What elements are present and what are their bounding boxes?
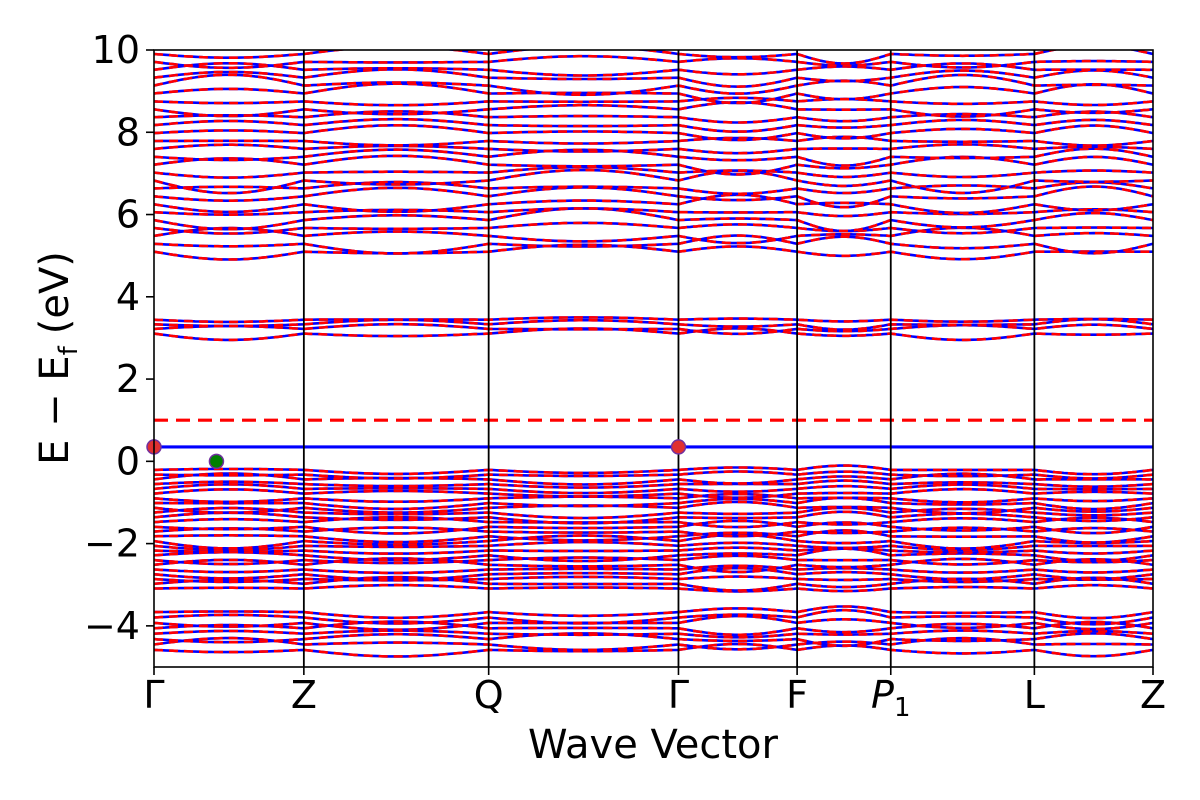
band-line-dashed — [154, 62, 1153, 77]
band-line-dashed — [154, 73, 1153, 97]
band-line-dashed — [154, 487, 1153, 499]
band-line-dashed — [154, 575, 1153, 584]
y-tick-label: −2 — [84, 522, 140, 566]
y-tick-label: 10 — [92, 28, 140, 72]
y-tick-label: 0 — [116, 439, 140, 483]
reference-lines-layer — [154, 418, 1153, 449]
band-line-dashed — [154, 547, 1153, 563]
band-line-dashed — [154, 318, 1153, 331]
band-line-dashed — [154, 510, 1153, 525]
band-line-dashed — [154, 533, 1153, 550]
y-tick-label: 2 — [116, 357, 140, 401]
y-axis-label-unit: (eV) — [32, 251, 78, 334]
band-line-dashed — [154, 82, 1153, 105]
bands-layer — [154, 50, 1153, 658]
kpoint-divider-lines — [302, 50, 1036, 667]
band-line-dashed — [154, 529, 1153, 544]
marker-layer — [146, 439, 687, 470]
band-line-dashed — [154, 464, 1153, 476]
x-tick-label: Γ — [143, 673, 164, 717]
band-line-dashed — [154, 207, 1153, 218]
band-line-dashed — [154, 96, 1153, 107]
band-line-dashed — [154, 554, 1153, 566]
band-line-dashed — [154, 68, 1153, 89]
band-line-dashed — [154, 500, 1153, 515]
band-line-dashed — [154, 605, 1153, 620]
band-line-dashed — [154, 566, 1153, 582]
band-line-dashed — [154, 608, 1153, 626]
x-tick-label: Γ — [668, 673, 689, 717]
band-line-dashed — [154, 54, 1153, 70]
y-tick-label: 4 — [116, 275, 140, 319]
band-line-dashed — [154, 614, 1153, 631]
band-line-dashed — [154, 632, 1153, 648]
y-axis-label: E − Ef (eV) — [32, 251, 84, 465]
y-axis-label-main: E − E — [32, 355, 78, 465]
band-line-dashed — [154, 165, 1153, 179]
band-line-dashed — [154, 642, 1153, 658]
y-tick-label: 6 — [116, 193, 140, 237]
band-line-dashed — [154, 135, 1153, 147]
band-line-dashed — [154, 154, 1153, 176]
band-line-dashed — [154, 546, 1153, 555]
x-axis-label: Wave Vector — [528, 722, 779, 768]
x-tick-label: F — [786, 673, 808, 717]
band-line-dashed — [154, 110, 1153, 124]
band-line-dashed — [154, 221, 1153, 235]
band-line-dashed — [154, 234, 1153, 255]
band-line-dashed — [154, 482, 1153, 495]
x-tick-label: P1 — [871, 673, 910, 723]
y-axis-ticks: −4 −2 0 2 4 6 8 10 — [84, 28, 154, 648]
plot-frame — [153, 49, 1154, 668]
band-line-dashed — [154, 540, 1153, 552]
band-edge-marker — [208, 453, 225, 470]
band-line-dashed — [154, 564, 1153, 575]
y-axis-label-sub: f — [54, 345, 84, 355]
band-line-dashed — [154, 147, 1153, 167]
y-tick-label: −4 — [84, 604, 140, 648]
band-line-dashed — [154, 322, 1153, 336]
band-line-dashed — [154, 143, 1153, 155]
band-line-dashed — [154, 629, 1153, 639]
band-line-dashed — [154, 316, 1153, 324]
x-tick-label: Q — [474, 673, 504, 717]
band-line-dashed — [154, 519, 1153, 535]
x-tick-label: Z — [1140, 673, 1166, 717]
band-line-dashed — [154, 117, 1153, 133]
band-line-dashed — [154, 492, 1153, 504]
x-tick-label: Z — [291, 673, 317, 717]
band-edge-marker — [670, 439, 687, 455]
band-line-dashed — [154, 124, 1153, 142]
x-axis-ticks: Γ Z Q Γ F P1 L Z — [143, 667, 1166, 723]
band-line-dashed — [154, 207, 1153, 233]
y-tick-label: 8 — [116, 110, 140, 154]
band-line-dashed — [154, 479, 1153, 489]
band-line-dashed — [154, 243, 1153, 261]
band-line-dashed — [154, 583, 1153, 593]
band-line-dashed — [154, 185, 1153, 209]
band-line-dashed — [154, 327, 1153, 342]
band-line-dashed — [154, 496, 1153, 511]
x-tick-label: L — [1024, 673, 1045, 717]
band-line-dashed — [154, 470, 1153, 480]
band-line-dashed — [154, 636, 1153, 652]
